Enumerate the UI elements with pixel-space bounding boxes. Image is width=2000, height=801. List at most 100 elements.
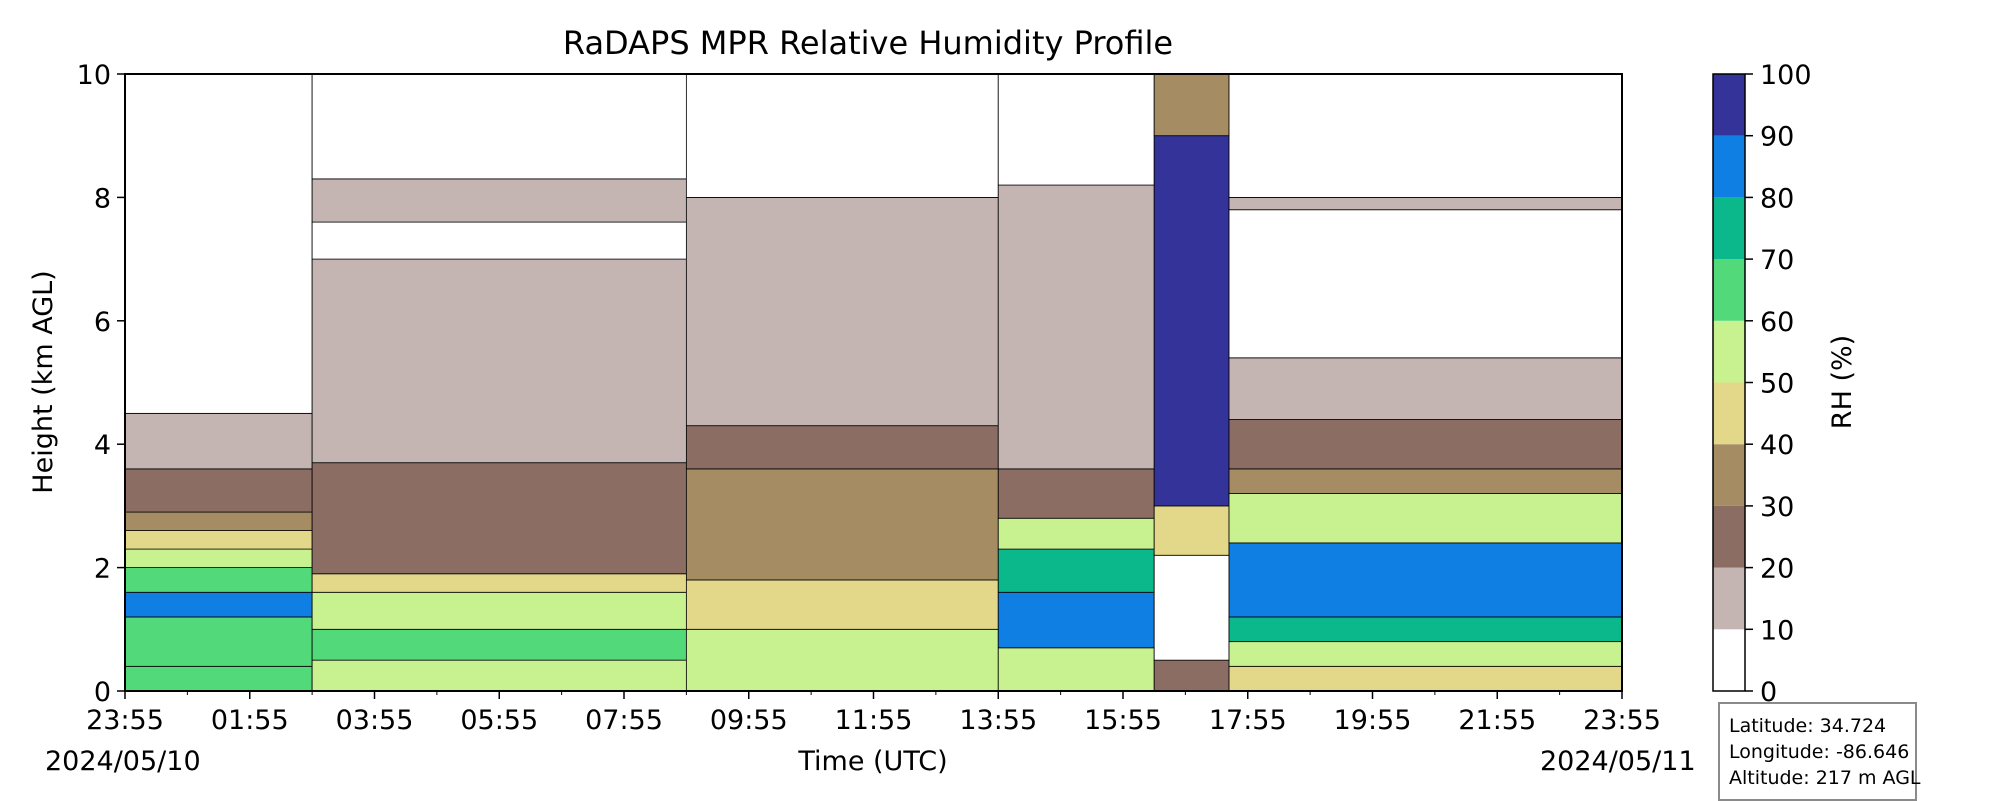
rh-contour-band bbox=[124, 468, 313, 513]
colorbar: 0 10 20 30 40 50 60 70 80 90 100 bbox=[1712, 60, 1812, 708]
x-axis-label: Time (UTC) bbox=[797, 746, 947, 777]
colorbar-tick-label: 20 bbox=[1760, 554, 1794, 585]
colorbar-tick-label: 10 bbox=[1760, 615, 1794, 646]
rh-contour-band bbox=[311, 258, 687, 464]
rh-contour-band bbox=[685, 196, 999, 427]
rh-contour-band bbox=[685, 468, 999, 581]
colorbar-swatch bbox=[1713, 135, 1745, 198]
x-tick-label: 19:55 bbox=[1334, 705, 1412, 736]
colorbar-swatch bbox=[1713, 74, 1745, 136]
rh-contour-band bbox=[1228, 641, 1623, 667]
rh-contour-band bbox=[311, 178, 687, 223]
rh-contour-band bbox=[1228, 542, 1623, 618]
rh-contour-band bbox=[1228, 209, 1623, 359]
y-tick-label: 10 bbox=[77, 60, 111, 91]
rh-contour-band bbox=[997, 647, 1155, 692]
rh-contour-band bbox=[1228, 419, 1623, 470]
longitude-text: Longitude: -86.646 bbox=[1729, 741, 1910, 763]
rh-contour-band bbox=[685, 579, 999, 630]
y-axis-label: Height (km AGL) bbox=[28, 270, 59, 493]
rh-contour-band bbox=[311, 221, 687, 260]
rh-contour-band bbox=[1228, 665, 1623, 692]
rh-contour-band bbox=[124, 73, 313, 414]
colorbar-label: RH (%) bbox=[1827, 335, 1858, 429]
x-tick-label: 21:55 bbox=[1458, 705, 1536, 736]
x-tick-label: 03:55 bbox=[336, 705, 414, 736]
colorbar-swatch bbox=[1713, 382, 1745, 445]
x-tick-label: 17:55 bbox=[1209, 705, 1287, 736]
colorbar-swatch bbox=[1713, 259, 1745, 321]
rh-contour-band bbox=[1228, 73, 1623, 198]
colorbar-tick-label: 90 bbox=[1760, 122, 1794, 153]
plot-area bbox=[124, 73, 1623, 692]
x-tick-label: 05:55 bbox=[460, 705, 538, 736]
y-tick-label: 0 bbox=[94, 677, 111, 708]
rh-contour-band bbox=[311, 659, 687, 692]
colorbar-tick-label: 40 bbox=[1760, 430, 1794, 461]
rh-contour-band bbox=[311, 628, 687, 661]
colorbar-tick-label: 70 bbox=[1760, 245, 1794, 276]
start-date-label: 2024/05/10 bbox=[45, 746, 201, 777]
colorbar-swatch bbox=[1713, 629, 1745, 691]
colorbar-tick-label: 50 bbox=[1760, 369, 1794, 400]
rh-contour-band bbox=[1228, 357, 1623, 420]
colorbar-tick-label: 80 bbox=[1760, 183, 1794, 214]
colorbar-swatch bbox=[1713, 197, 1745, 260]
colorbar-swatch bbox=[1713, 505, 1745, 568]
altitude-text: Altitude: 217 m AGL bbox=[1729, 767, 1921, 789]
rh-contour-band bbox=[1228, 493, 1623, 544]
x-axis: 23:55 01:55 03:55 05:55 07:55 09:55 11:55 13:55… bbox=[86, 691, 1661, 736]
y-tick-label: 4 bbox=[94, 430, 111, 461]
x-tick-label: 15:55 bbox=[1084, 705, 1162, 736]
x-tick-label: 07:55 bbox=[585, 705, 663, 736]
rh-contour-band bbox=[997, 184, 1155, 470]
rh-contour-band bbox=[1153, 505, 1230, 556]
colorbar-tick-label: 0 bbox=[1760, 677, 1777, 708]
rh-contour-band bbox=[311, 73, 687, 180]
colorbar-swatch bbox=[1713, 320, 1745, 383]
rh-contour-band bbox=[311, 591, 687, 630]
rh-contour-band bbox=[311, 462, 687, 575]
rh-contour-band bbox=[124, 548, 313, 569]
rh-contour-band bbox=[1228, 616, 1623, 643]
rh-contour-band bbox=[311, 573, 687, 593]
colorbar-tick-label: 100 bbox=[1760, 60, 1812, 91]
rh-contour-band bbox=[1228, 196, 1623, 211]
x-tick-label: 09:55 bbox=[710, 705, 788, 736]
rh-contour-band bbox=[124, 616, 313, 667]
rh-contour-band bbox=[997, 73, 1155, 186]
y-tick-label: 8 bbox=[94, 183, 111, 214]
y-axis: 0 2 4 6 8 10 bbox=[77, 60, 125, 708]
rh-contour-band bbox=[124, 530, 313, 550]
chart-title: RaDAPS MPR Relative Humidity Profile bbox=[563, 24, 1173, 62]
x-tick-label: 01:55 bbox=[211, 705, 289, 736]
rh-contour-band bbox=[124, 567, 313, 593]
rh-contour-band bbox=[124, 511, 313, 531]
colorbar-swatch bbox=[1713, 567, 1745, 630]
rh-contour-band bbox=[997, 591, 1155, 649]
rh-contour-band bbox=[685, 628, 999, 692]
colorbar-swatch bbox=[1713, 444, 1745, 506]
rh-contour-band bbox=[685, 73, 999, 198]
rh-contour-band bbox=[1153, 659, 1230, 692]
colorbar-tick-label: 30 bbox=[1760, 492, 1794, 523]
rh-contour-band bbox=[124, 591, 313, 618]
x-tick-label: 23:55 bbox=[1583, 705, 1661, 736]
rh-contour-band bbox=[997, 548, 1155, 593]
rh-contour-band bbox=[997, 517, 1155, 550]
rh-contour-band bbox=[1153, 135, 1230, 507]
rh-contour-band bbox=[124, 412, 313, 470]
x-tick-label: 11:55 bbox=[835, 705, 913, 736]
rh-contour-band bbox=[997, 468, 1155, 519]
rh-contour-band bbox=[1153, 554, 1230, 661]
y-tick-label: 2 bbox=[94, 554, 111, 585]
x-tick-label: 13:55 bbox=[959, 705, 1037, 736]
colorbar-tick-label: 60 bbox=[1760, 307, 1794, 338]
y-tick-label: 6 bbox=[94, 307, 111, 338]
rh-contour-band bbox=[1153, 73, 1230, 137]
end-date-label: 2024/05/11 bbox=[1540, 746, 1696, 777]
rh-contour-band bbox=[1228, 468, 1623, 494]
x-tick-label: 23:55 bbox=[86, 705, 164, 736]
rh-contour-band bbox=[685, 425, 999, 470]
